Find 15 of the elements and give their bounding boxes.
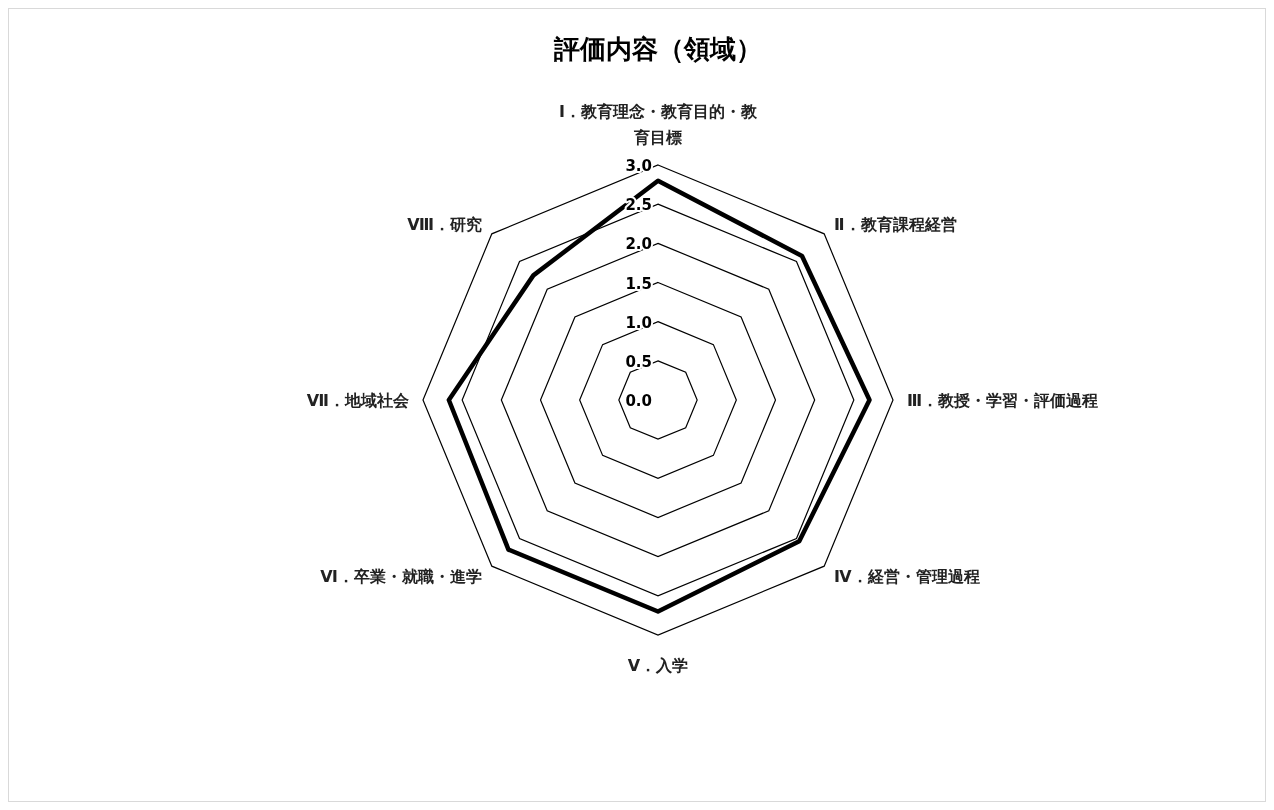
spoke-label: Ⅰ．教育理念・教育目的・教育目標 bbox=[559, 102, 758, 147]
spoke-label: Ⅳ．経営・管理過程 bbox=[834, 567, 980, 587]
y-tick-label: 1.5 bbox=[625, 274, 652, 293]
y-tick-label: 3.0 bbox=[625, 157, 652, 175]
y-tick-label: 0.0 bbox=[625, 392, 652, 410]
chart-title: 評価内容（領域） bbox=[553, 34, 762, 64]
spoke-label: Ⅲ．教授・学習・評価過程 bbox=[907, 391, 1099, 410]
spoke-label: Ⅶ．地域社会 bbox=[306, 391, 410, 410]
spoke-label: Ⅱ．教育課程経営 bbox=[834, 214, 957, 234]
spoke-label: Ⅴ．入学 bbox=[627, 656, 689, 675]
y-tick-label: 0.5 bbox=[625, 352, 652, 371]
y-tick-label: 1.0 bbox=[625, 313, 652, 332]
spoke-label: Ⅵ．卒業・就職・進学 bbox=[320, 567, 482, 587]
y-tick-label: 2.0 bbox=[625, 235, 652, 254]
spoke-label: Ⅷ．研究 bbox=[407, 214, 482, 234]
